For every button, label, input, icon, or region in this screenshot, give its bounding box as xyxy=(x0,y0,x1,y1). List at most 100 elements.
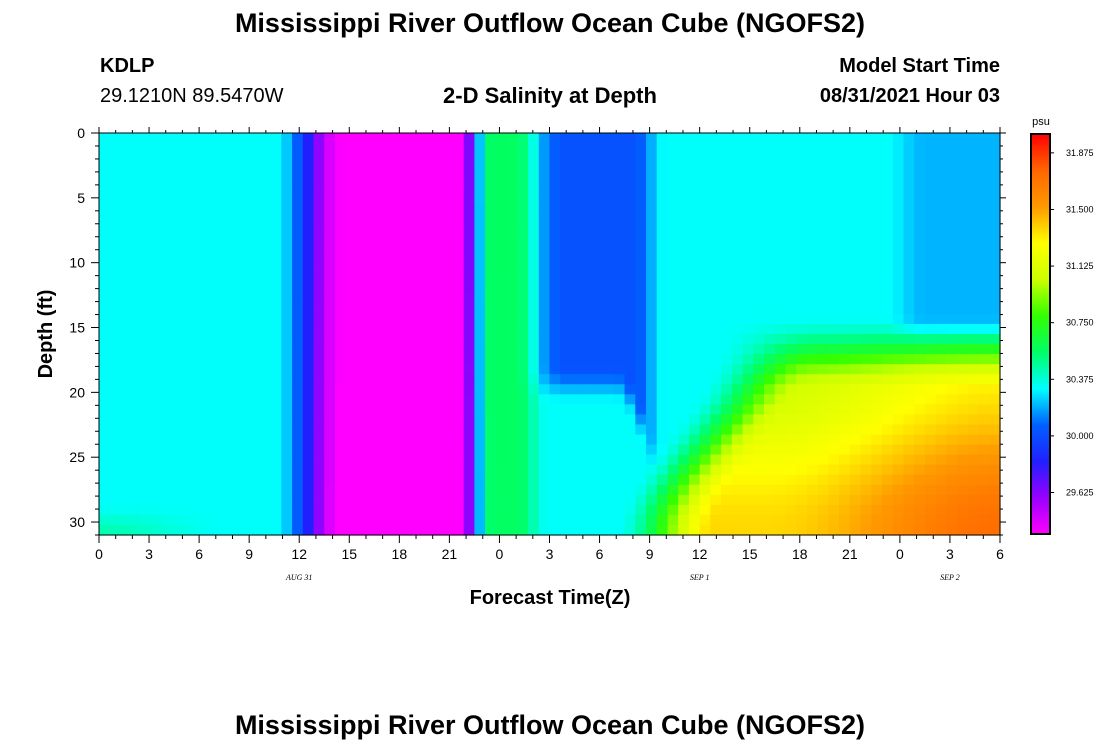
heatmap-cell xyxy=(474,173,486,184)
heatmap-cell xyxy=(495,183,508,194)
heatmap-cells xyxy=(99,133,1001,536)
heatmap-cell xyxy=(924,344,937,355)
heatmap-cell xyxy=(463,173,476,184)
heatmap-cell xyxy=(849,454,862,466)
heatmap-cell xyxy=(613,253,626,265)
heatmap-cell xyxy=(195,484,207,496)
heatmap-cell xyxy=(688,163,701,174)
heatmap-cell xyxy=(238,303,250,315)
heatmap-cell xyxy=(131,273,143,285)
heatmap-cell xyxy=(452,233,465,245)
heatmap-cell xyxy=(270,143,282,154)
heatmap-cell xyxy=(581,484,594,496)
heatmap-cell xyxy=(184,504,197,516)
heatmap-cell xyxy=(431,514,443,526)
heatmap-cell xyxy=(410,153,422,164)
heatmap-cell xyxy=(924,494,937,506)
heatmap-cell xyxy=(163,464,175,476)
heatmap-cell xyxy=(967,143,980,154)
heatmap-cell xyxy=(635,143,647,154)
heatmap-cell xyxy=(442,163,454,174)
heatmap-cell xyxy=(206,524,218,536)
heatmap-cell xyxy=(860,334,872,345)
heatmap-cell xyxy=(442,253,454,265)
heatmap-cell xyxy=(410,404,422,415)
x-tick-label: 0 xyxy=(896,546,904,562)
heatmap-cell xyxy=(141,143,154,154)
heatmap-cell xyxy=(506,153,518,164)
heatmap-cell xyxy=(334,394,347,405)
heatmap-cell xyxy=(152,454,164,466)
heatmap-cell xyxy=(849,474,862,486)
heatmap-cell xyxy=(785,464,797,476)
heatmap-cell xyxy=(678,203,690,214)
heatmap-cell xyxy=(356,263,368,275)
heatmap-cell xyxy=(710,253,722,265)
heatmap-cell xyxy=(710,283,722,295)
heatmap-cell xyxy=(174,394,186,405)
heatmap-cell xyxy=(388,243,400,255)
heatmap-cell xyxy=(796,494,808,506)
heatmap-cell xyxy=(420,193,433,204)
heatmap-cell xyxy=(828,524,840,536)
heatmap-cell xyxy=(721,233,733,245)
heatmap-cell xyxy=(806,454,819,466)
heatmap-cell xyxy=(485,213,497,225)
heatmap-cell xyxy=(399,323,411,335)
heatmap-cell xyxy=(324,434,336,446)
heatmap-cell xyxy=(399,374,411,385)
heatmap-cell xyxy=(924,354,937,365)
heatmap-cell xyxy=(592,474,604,486)
heatmap-cell xyxy=(957,153,969,164)
heatmap-cell xyxy=(646,514,658,526)
heatmap-cell xyxy=(141,183,154,194)
heatmap-cell xyxy=(678,313,690,325)
heatmap-cell xyxy=(806,374,819,385)
heatmap-cell xyxy=(324,143,336,154)
heatmap-cell xyxy=(206,334,218,345)
heatmap-cell xyxy=(892,273,905,285)
heatmap-cell xyxy=(184,323,197,335)
heatmap-cell xyxy=(345,504,358,516)
heatmap-cell xyxy=(871,494,883,506)
heatmap-cell xyxy=(560,163,572,174)
heatmap-cell xyxy=(785,334,797,345)
heatmap-cell xyxy=(731,223,744,235)
heatmap-cell xyxy=(452,474,465,486)
heatmap-cell xyxy=(292,434,304,446)
heatmap-cell xyxy=(710,364,722,375)
heatmap-cell xyxy=(592,404,604,415)
heatmap-cell xyxy=(420,183,433,194)
heatmap-cell xyxy=(892,404,905,415)
heatmap-cell xyxy=(635,283,647,295)
heatmap-cell xyxy=(452,133,465,144)
heatmap-cell xyxy=(656,444,669,456)
heatmap-cell xyxy=(345,524,358,536)
heatmap-cell xyxy=(935,404,947,415)
heatmap-cell xyxy=(538,143,551,154)
heatmap-cell xyxy=(828,253,840,265)
heatmap-cell xyxy=(635,173,647,184)
heatmap-cell xyxy=(152,504,164,516)
heatmap-cell xyxy=(517,233,529,245)
heatmap-cell xyxy=(495,173,508,184)
heatmap-cell xyxy=(656,404,669,415)
heatmap-cell xyxy=(388,283,400,295)
heatmap-cell xyxy=(549,213,561,225)
heatmap-cell xyxy=(452,203,465,214)
heatmap-cell xyxy=(334,454,347,466)
heatmap-cell xyxy=(774,143,787,154)
heatmap-cell xyxy=(249,303,261,315)
heatmap-cell xyxy=(678,384,690,395)
heatmap-cell xyxy=(195,354,207,365)
heatmap-cell xyxy=(377,334,390,345)
heatmap-cell xyxy=(828,434,840,446)
heatmap-cell xyxy=(603,404,615,415)
heatmap-cell xyxy=(281,474,293,486)
heatmap-cell xyxy=(828,263,840,275)
heatmap-cell xyxy=(688,524,701,536)
heatmap-cell xyxy=(292,464,304,476)
heatmap-cell xyxy=(174,303,186,315)
heatmap-cell xyxy=(249,334,261,345)
heatmap-cell xyxy=(528,193,540,204)
